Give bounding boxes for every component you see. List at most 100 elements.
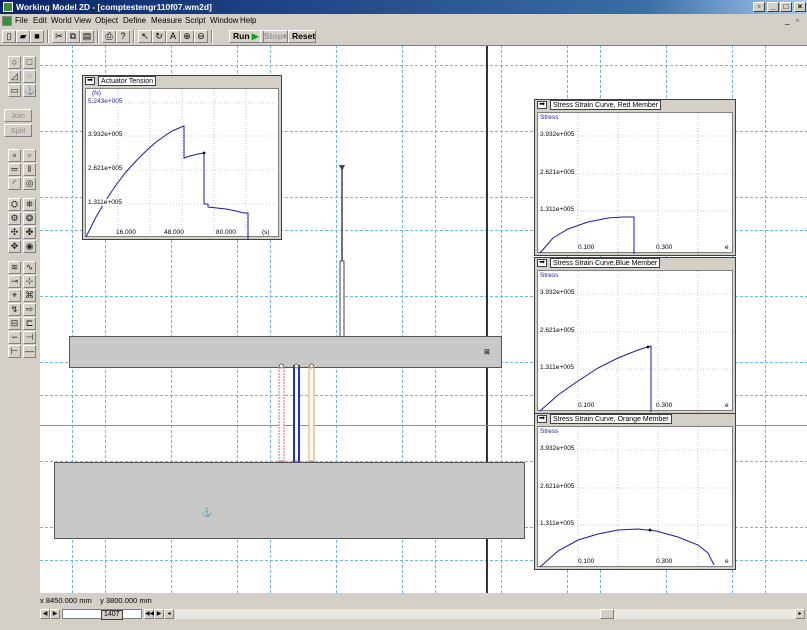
dash-icon[interactable]: — [23, 345, 36, 358]
curved-body-icon[interactable]: ◌ [23, 70, 36, 83]
actuator-icon[interactable]: ⌖ [8, 289, 21, 302]
restore-icon[interactable]: ▫ [753, 2, 765, 12]
menu-view[interactable]: View [74, 16, 92, 25]
polygon-tool-icon[interactable]: ◿ [8, 70, 21, 83]
pin-joint-icon[interactable]: ⛭ [8, 198, 21, 211]
point-tool-icon[interactable]: ∘ [8, 149, 21, 162]
menu-script[interactable]: Script [185, 16, 206, 25]
blue-stress-strain-meter[interactable]: ➡ Stress Strain Curve,Blue Member Stress… [534, 257, 736, 414]
circle-tool-icon[interactable]: ○ [8, 56, 21, 69]
menu-window[interactable]: Window [210, 16, 239, 25]
document-icon[interactable] [2, 16, 12, 26]
anchor-icon: ⚓ [201, 507, 213, 517]
maximize-button[interactable]: □ [780, 2, 792, 12]
lower-block[interactable]: ⚓ [54, 462, 525, 539]
menu-world[interactable]: World [51, 16, 72, 25]
anchor-tool-icon[interactable]: ⚓ [23, 84, 36, 97]
curved-slot-icon[interactable]: ◜ [8, 177, 21, 190]
minimize-button[interactable]: _ [767, 2, 779, 12]
wave-icon[interactable]: ∽ [8, 331, 21, 344]
step-back-icon[interactable]: ◀ [40, 609, 50, 619]
separator-icon[interactable]: ⌘ [23, 289, 36, 302]
rope-icon[interactable]: ⊹ [23, 275, 36, 288]
paste-icon[interactable]: ▤ [80, 30, 94, 43]
split-button[interactable]: Split [4, 124, 32, 137]
horizontal-slot-icon[interactable]: ═ [8, 163, 21, 176]
square-point-icon[interactable]: ▫ [23, 149, 36, 162]
vertical-slot-icon[interactable]: ‖ [23, 163, 36, 176]
rewind-icon[interactable]: ◀◀ [144, 609, 155, 619]
constraint-icon[interactable]: ⊣ [23, 331, 36, 344]
step-forward-icon[interactable]: ▶ [50, 609, 60, 619]
cut-icon[interactable]: ✂ [52, 30, 66, 43]
slider-icon[interactable]: ⊟ [8, 317, 21, 330]
spring-icon[interactable]: ≋ [8, 261, 21, 274]
y-tick-label: 2.621e+005 [540, 483, 575, 490]
scroll-right-icon[interactable]: ▸ [795, 609, 805, 619]
print-icon[interactable]: ⎙ [102, 30, 116, 43]
meter-arrow-icon[interactable]: ➡ [537, 259, 547, 267]
actuator-plot: (N) 5.243e+005 3.932e+005 2.621e+005 1.3… [85, 88, 280, 239]
orange-stress-strain-meter[interactable]: ➡ Stress Strain Curve, Orange Member Str… [534, 413, 736, 570]
meter-arrow-icon[interactable]: ➡ [85, 77, 95, 85]
actuator-tension-meter[interactable]: ➡ Actuator Tension (N) 5.243e+005 3.932e… [82, 75, 282, 240]
damper-icon[interactable]: ✣ [8, 226, 21, 239]
menu-edit[interactable]: Edit [33, 16, 47, 25]
menu-define[interactable]: Define [123, 16, 147, 25]
actuator-rod[interactable] [335, 161, 349, 361]
slot-joint-icon[interactable]: ⊏ [23, 317, 36, 330]
upper-block[interactable]: ⊠ [69, 336, 502, 368]
motor-icon[interactable]: ⚙ [8, 212, 21, 225]
menu-object[interactable]: Object [95, 16, 119, 25]
red-member[interactable] [278, 365, 285, 464]
new-icon[interactable]: ▯ [2, 30, 16, 43]
menu-file[interactable]: File [15, 16, 28, 25]
closed-slot-icon[interactable]: ◎ [23, 177, 36, 190]
blue-member[interactable] [293, 365, 300, 464]
pointer-icon[interactable]: ↖ [138, 30, 152, 43]
rigid-joint-icon[interactable]: ⛯ [23, 198, 36, 211]
play-icon[interactable]: ▶ [154, 609, 164, 619]
rod-icon[interactable]: ⊸ [8, 275, 21, 288]
frame-slider[interactable]: 1407 [62, 609, 142, 620]
x-value: 8450.000 [45, 596, 78, 605]
horizontal-scrollbar-track[interactable] [175, 609, 795, 619]
x-tick-label: 0.100 [578, 244, 595, 251]
torque-icon[interactable]: ⇨ [23, 303, 36, 316]
x-tick-label: 0.300 [656, 402, 673, 409]
scroll-left-icon[interactable]: ◂ [164, 609, 174, 619]
orange-member[interactable] [308, 365, 315, 464]
open-icon[interactable]: ▰ [16, 30, 30, 43]
force-icon[interactable]: ↯ [8, 303, 21, 316]
orange-plot-svg [538, 427, 734, 569]
doc-restore-icon[interactable]: ▫ [796, 16, 799, 25]
run-button[interactable]: Run ▶ [229, 30, 264, 43]
doc-minimize-icon[interactable]: _ [785, 16, 790, 25]
join-button[interactable]: Join [4, 109, 32, 122]
close-button[interactable]: × [794, 2, 806, 12]
meter-arrow-icon[interactable]: ➡ [537, 415, 547, 423]
pulley-icon[interactable]: ◉ [23, 240, 36, 253]
save-icon[interactable]: ■ [30, 30, 44, 43]
stop-button[interactable]: Stop⏸ [260, 30, 288, 43]
square-tool-icon[interactable]: □ [23, 56, 36, 69]
zoom-out-icon[interactable]: ⊖ [194, 30, 208, 43]
copy-icon[interactable]: ⧉ [66, 30, 80, 43]
workspace[interactable]: ⊠ ⚓ ➡ Actuator Tension [40, 46, 807, 593]
zoom-in-icon[interactable]: ⊕ [180, 30, 194, 43]
text-icon[interactable]: A [166, 30, 180, 43]
meter-arrow-icon[interactable]: ➡ [537, 101, 547, 109]
rectangle-tool-icon[interactable]: ▭ [8, 84, 21, 97]
menu-measure[interactable]: Measure [151, 16, 183, 25]
menu-help[interactable]: Help [240, 16, 257, 25]
rotational-spring-icon[interactable]: ❂ [23, 212, 36, 225]
gear-icon[interactable]: ✥ [8, 240, 21, 253]
keyed-joint-icon[interactable]: ✤ [23, 226, 36, 239]
help-icon[interactable]: ? [116, 30, 130, 43]
spring-damper-icon[interactable]: ∿ [23, 261, 36, 274]
reset-button[interactable]: Reset [288, 30, 316, 43]
rotate-icon[interactable]: ↻ [152, 30, 166, 43]
meter-icon[interactable]: ⊢ [8, 345, 21, 358]
scrollbar-thumb[interactable] [600, 609, 614, 619]
red-stress-strain-meter[interactable]: ➡ Stress Strain Curve, Red Member Stress… [534, 99, 736, 256]
